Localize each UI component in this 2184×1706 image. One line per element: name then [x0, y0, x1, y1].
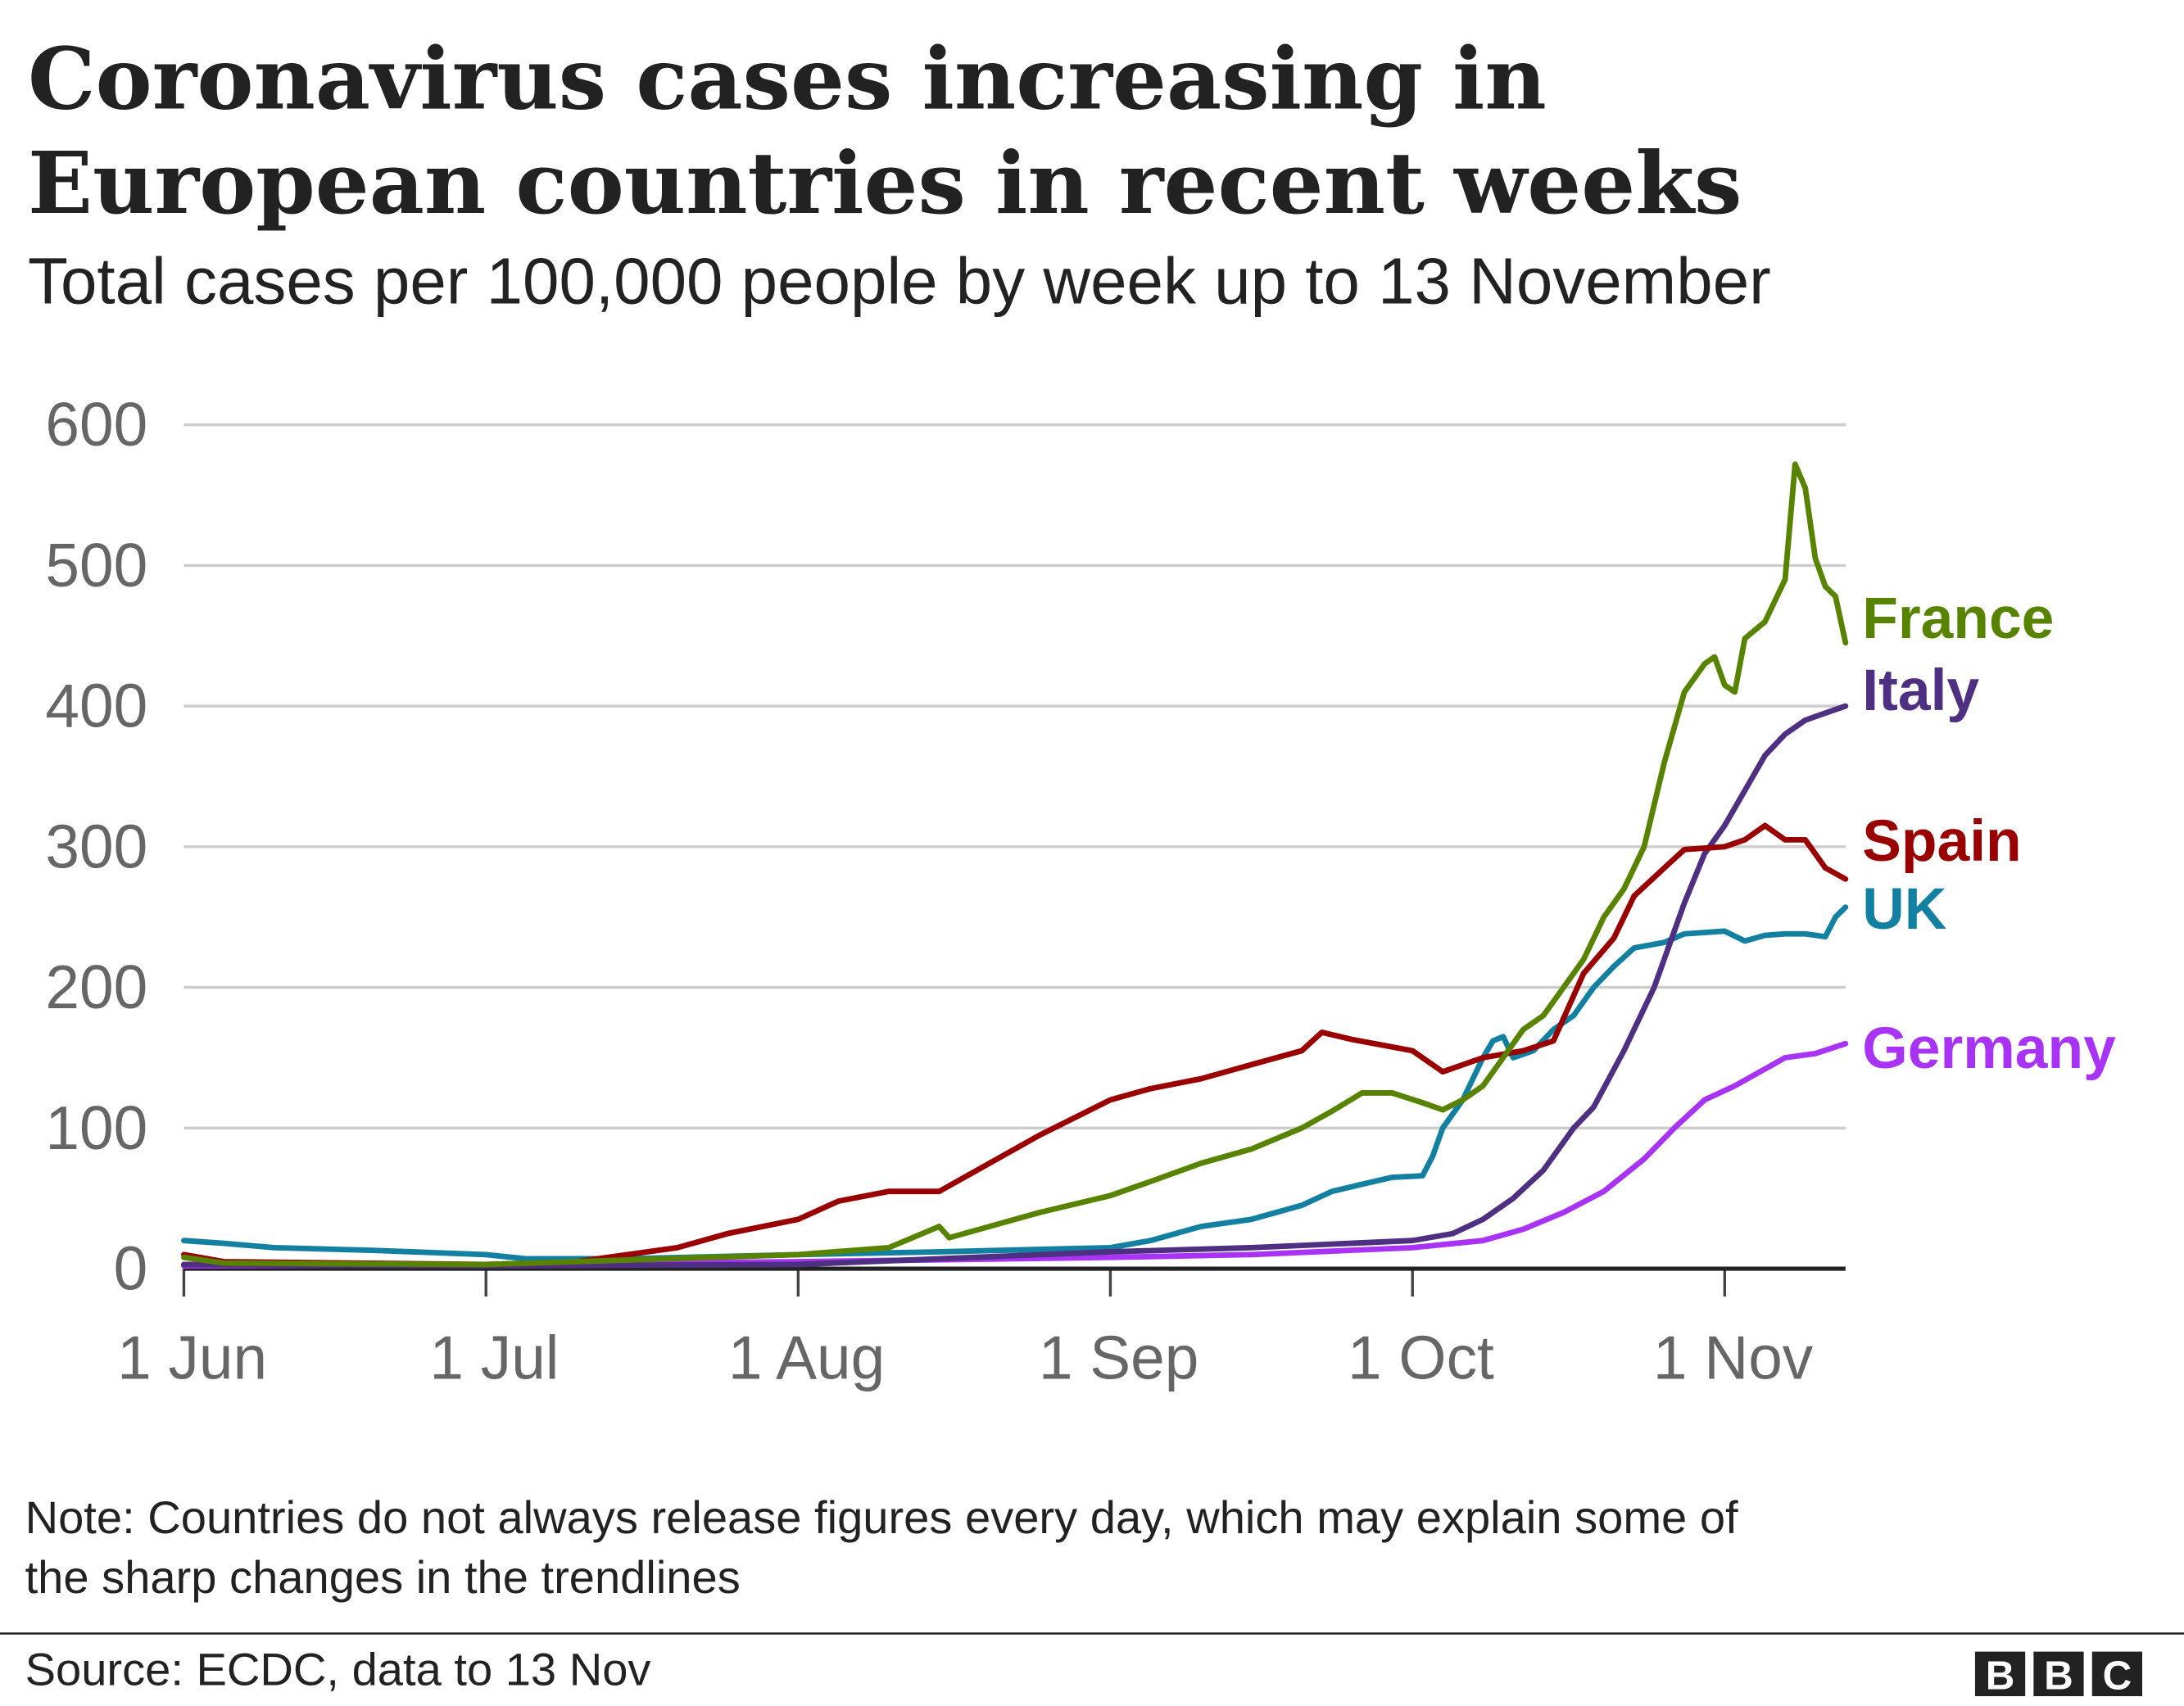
y-tick-label: 500	[45, 531, 147, 600]
chart-subtitle: Total cases per 100,000 people by week u…	[28, 245, 1771, 318]
y-tick-label: 300	[45, 812, 147, 880]
y-tick-label: 200	[45, 953, 147, 1021]
series-label-germany: Germany	[1862, 1016, 2116, 1081]
x-tick-label: 1 Jul	[429, 1323, 559, 1391]
series-label-italy: Italy	[1862, 658, 1979, 723]
y-tick-label: 600	[45, 390, 147, 459]
chart-title-line2: European countries in recent weeks	[28, 134, 1742, 233]
chart-title-line1: Coronavirus cases increasing in	[28, 30, 1547, 129]
y-tick-label: 100	[45, 1093, 147, 1162]
svg-text:B: B	[2044, 1654, 2073, 1699]
series-line-spain	[181, 822, 1849, 1268]
note-line2: the sharp changes in the trendlines	[25, 1551, 741, 1603]
source: Source: ECDC, data to 13 Nov	[25, 1643, 651, 1695]
x-tick-label: 1 Nov	[1653, 1323, 1814, 1391]
note-line1: Note: Countries do not always release fi…	[25, 1491, 1738, 1543]
x-tick-label: 1 Oct	[1348, 1323, 1494, 1391]
series-label-spain: Spain	[1862, 808, 2021, 874]
series-label-uk: UK	[1862, 876, 1946, 942]
svg-text:B: B	[1986, 1654, 2015, 1699]
series-line-france	[181, 461, 1849, 1268]
x-tick-label: 1 Jun	[117, 1323, 267, 1391]
y-tick-label: 400	[45, 672, 147, 740]
gridlines	[184, 423, 1846, 1130]
x-tick-label: 1 Aug	[728, 1323, 885, 1391]
y-axis-ticks: 0 100 200 300 400 500 600	[45, 390, 147, 1302]
svg-text:C: C	[2103, 1654, 2132, 1699]
x-axis-ticks: 1 Jun 1 Jul 1 Aug 1 Sep 1 Oct 1 Nov	[117, 1266, 1846, 1391]
series-line-italy	[181, 703, 1849, 1269]
bbc-logo: B B C	[1974, 1651, 2142, 1699]
x-tick-label: 1 Sep	[1039, 1323, 1198, 1391]
series-line-germany	[181, 1040, 1849, 1269]
series-labels: Germany UK Italy Spain France	[1862, 586, 2116, 1081]
y-tick-label: 0	[114, 1234, 148, 1303]
series-label-france: France	[1862, 586, 2054, 651]
series-lines	[181, 461, 1849, 1269]
